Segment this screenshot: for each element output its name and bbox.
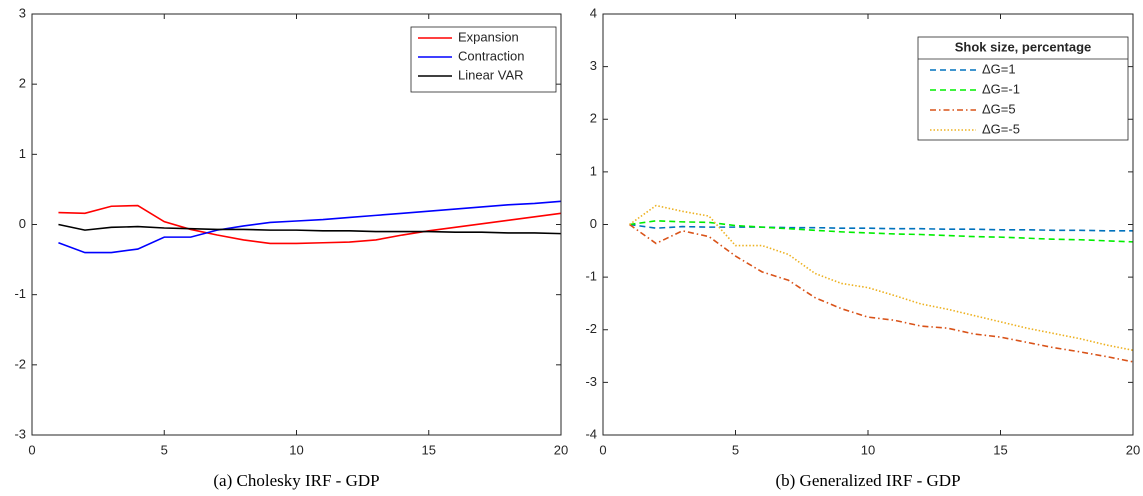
legend-title: Shok size, percentage bbox=[955, 39, 1092, 54]
y-tick-label: -1 bbox=[585, 269, 597, 284]
y-tick-label: -4 bbox=[585, 426, 597, 441]
y-tick-label: 3 bbox=[19, 5, 26, 20]
series-line bbox=[58, 204, 562, 245]
legend-label: ΔG=-1 bbox=[982, 81, 1020, 96]
series-line bbox=[629, 220, 1134, 243]
axes-box bbox=[31, 13, 562, 436]
y-tick-label: -3 bbox=[14, 426, 26, 441]
y-tick-label: 3 bbox=[590, 58, 597, 73]
legend-label: ΔG=-5 bbox=[982, 121, 1020, 136]
y-tick-label: -3 bbox=[585, 374, 597, 389]
series-line bbox=[629, 204, 1134, 352]
x-tick-label: 10 bbox=[289, 442, 303, 457]
legend-label: Contraction bbox=[458, 48, 524, 63]
x-tick-label: 15 bbox=[422, 442, 436, 457]
series-line bbox=[58, 223, 562, 235]
series-line bbox=[58, 200, 562, 254]
series-line bbox=[629, 223, 1133, 232]
y-tick-label: 1 bbox=[590, 163, 597, 178]
y-tick-label: 0 bbox=[590, 216, 597, 231]
series-line bbox=[629, 223, 1134, 363]
y-tick-label: 4 bbox=[590, 5, 597, 20]
x-tick-label: 15 bbox=[993, 442, 1007, 457]
y-tick-label: 0 bbox=[19, 216, 26, 231]
y-tick-label: -1 bbox=[14, 286, 26, 301]
x-tick-label: 0 bbox=[28, 442, 35, 457]
y-tick-label: -2 bbox=[14, 356, 26, 371]
legend-label: ΔG=1 bbox=[982, 61, 1016, 76]
legend-box bbox=[917, 36, 1129, 141]
x-tick-label: 5 bbox=[732, 442, 739, 457]
x-tick-label: 5 bbox=[161, 442, 168, 457]
y-tick-label: 2 bbox=[590, 111, 597, 126]
axes-box bbox=[602, 13, 1134, 436]
x-tick-label: 20 bbox=[1126, 442, 1140, 457]
y-tick-label: 2 bbox=[19, 76, 26, 91]
x-tick-label: 0 bbox=[599, 442, 606, 457]
caption: (b) Generalized IRF - GDP bbox=[775, 471, 960, 490]
legend-label: ΔG=5 bbox=[982, 101, 1016, 116]
x-tick-label: 10 bbox=[861, 442, 875, 457]
legend-label: Expansion bbox=[458, 29, 519, 44]
x-tick-label: 20 bbox=[554, 442, 568, 457]
caption: (a) Cholesky IRF - GDP bbox=[213, 471, 379, 490]
y-tick-label: -2 bbox=[585, 321, 597, 336]
legend-label: Linear VAR bbox=[458, 67, 524, 82]
y-tick-label: 1 bbox=[19, 146, 26, 161]
